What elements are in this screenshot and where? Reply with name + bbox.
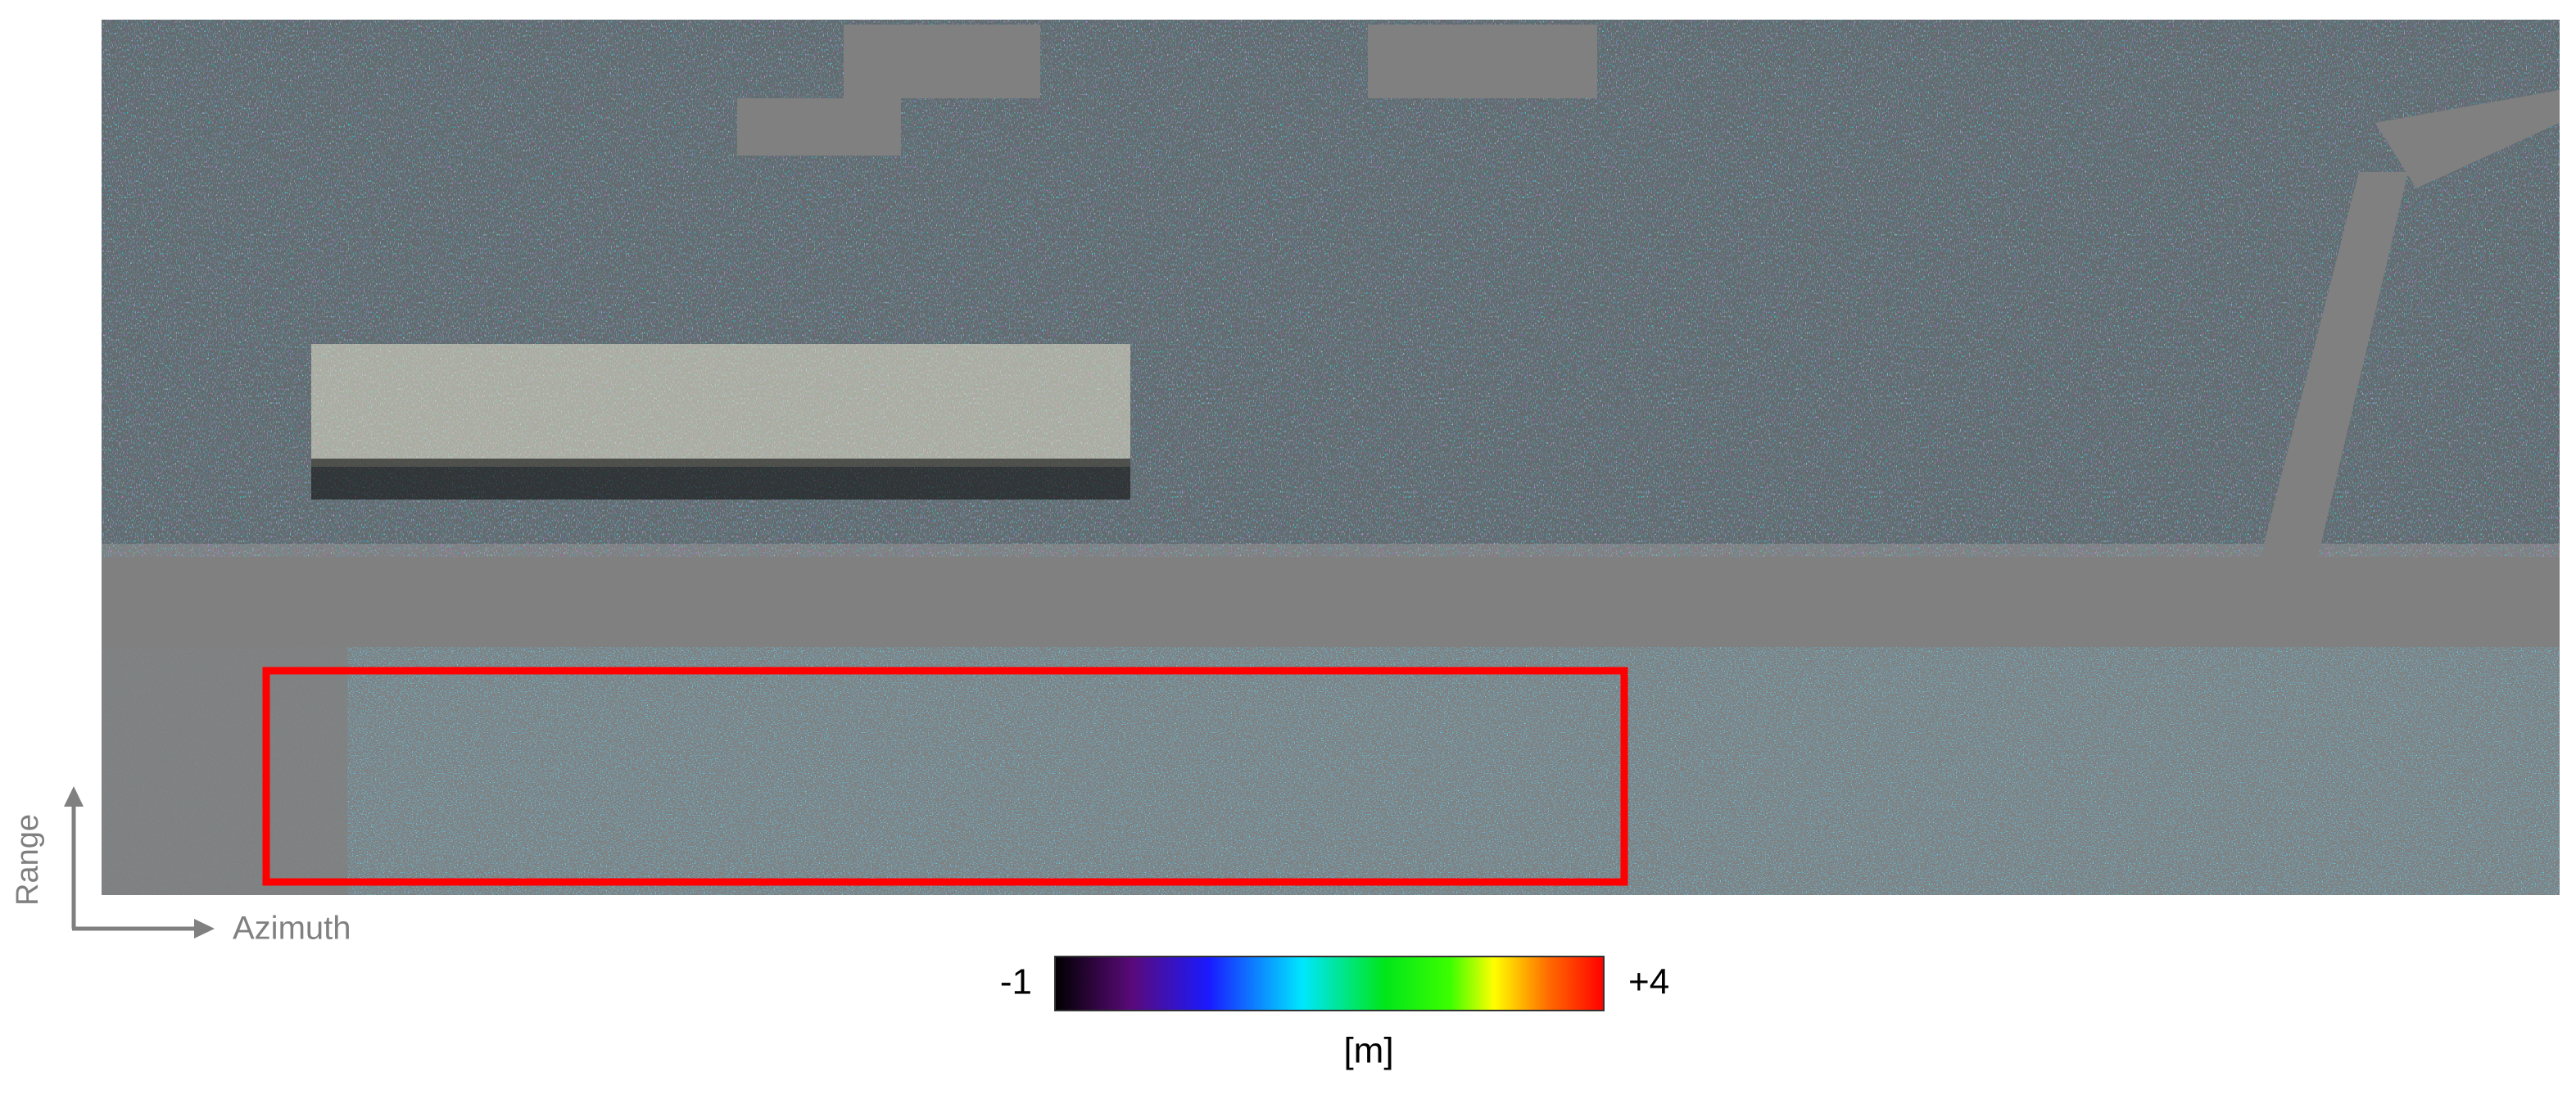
range-label: Range — [11, 814, 45, 906]
colorbar-unit: [m] — [1343, 1031, 1393, 1071]
sar-image — [102, 20, 2560, 895]
highlight-box — [262, 667, 1628, 886]
colorbar-max-label: +4 — [1628, 962, 1669, 1002]
azimuth-label: Azimuth — [233, 911, 351, 947]
colorbar-min-label: -1 — [1000, 962, 1032, 1002]
axis-arrows — [64, 786, 215, 938]
colorbar — [1054, 956, 1605, 1011]
